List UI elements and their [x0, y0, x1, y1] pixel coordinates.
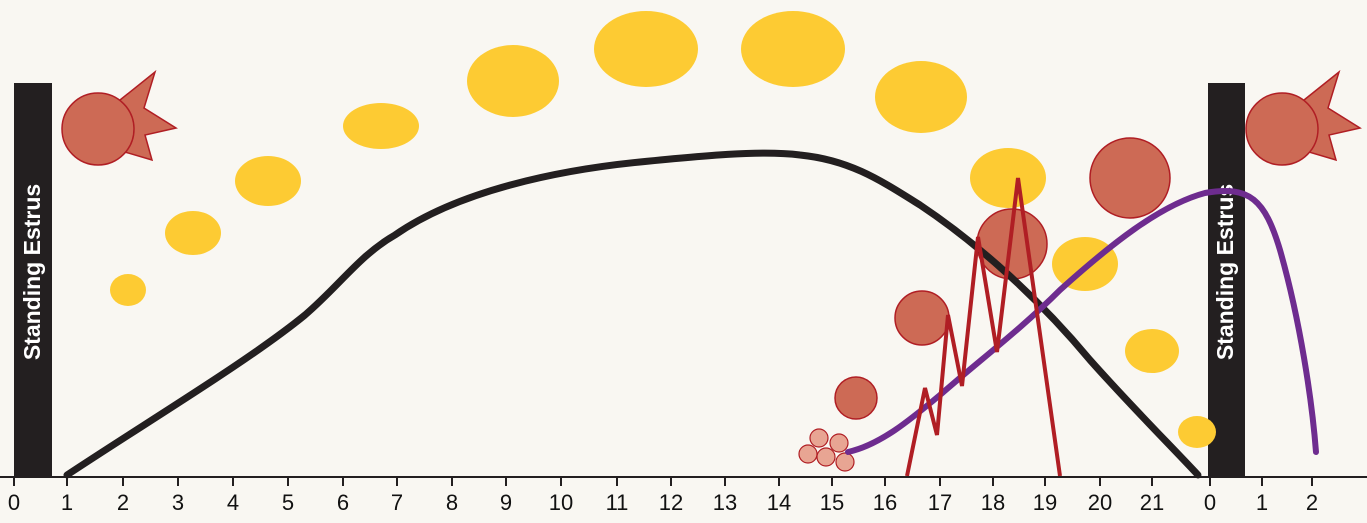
small-follicle — [799, 445, 817, 463]
tick-label: 1 — [1256, 490, 1268, 515]
tick-label: 5 — [282, 490, 294, 515]
corpus-luteum — [741, 11, 845, 87]
tick-label: 6 — [337, 490, 349, 515]
small-follicle — [817, 448, 835, 466]
estrus-label: Standing Estrus — [19, 184, 45, 360]
small-follicle — [836, 453, 854, 471]
tick-label: 7 — [391, 490, 403, 515]
tick-label: 8 — [446, 490, 458, 515]
corpus-luteum — [235, 156, 301, 206]
tick-label: 13 — [713, 490, 737, 515]
corpus-luteum — [1178, 416, 1216, 448]
tick-label: 4 — [227, 490, 239, 515]
tick-label: 19 — [1033, 490, 1057, 515]
tick-label: 1 — [61, 490, 73, 515]
corpus-luteum — [110, 274, 146, 306]
tick-label: 3 — [172, 490, 184, 515]
tick-label: 17 — [928, 490, 952, 515]
tick-label: 12 — [659, 490, 683, 515]
corpus-luteum — [875, 61, 967, 133]
corpus-luteum — [467, 45, 559, 117]
tick-label: 2 — [117, 490, 129, 515]
tick-label: 14 — [767, 490, 791, 515]
estrus-label: Standing Estrus — [1212, 184, 1238, 360]
corpus-luteum-group — [110, 11, 1216, 448]
tick-label: 15 — [820, 490, 844, 515]
corpus-luteum — [970, 148, 1046, 208]
follicle — [62, 93, 134, 165]
follicle — [895, 291, 949, 345]
small-follicles — [799, 429, 854, 471]
tick-label: 9 — [500, 490, 512, 515]
small-follicle — [810, 429, 828, 447]
tick-label: 10 — [549, 490, 573, 515]
tick-label: 11 — [606, 490, 629, 515]
follicle — [1090, 138, 1170, 218]
corpus-luteum — [1125, 329, 1179, 373]
tick-label: 20 — [1088, 490, 1112, 515]
tick-label: 0 — [8, 490, 20, 515]
cycle-diagram: Standing Estrus Standing Estrus — [0, 0, 1367, 523]
tick-label: 21 — [1140, 490, 1164, 515]
corpus-luteum — [343, 103, 419, 149]
corpus-luteum — [594, 11, 698, 87]
tick-label: 2 — [1306, 490, 1318, 515]
tick-label: 18 — [981, 490, 1005, 515]
follicle — [1246, 93, 1318, 165]
tick-label: 16 — [873, 490, 897, 515]
tick-label: 0 — [1204, 490, 1216, 515]
small-follicle — [830, 434, 848, 452]
corpus-luteum — [165, 211, 221, 255]
follicle — [835, 377, 877, 419]
